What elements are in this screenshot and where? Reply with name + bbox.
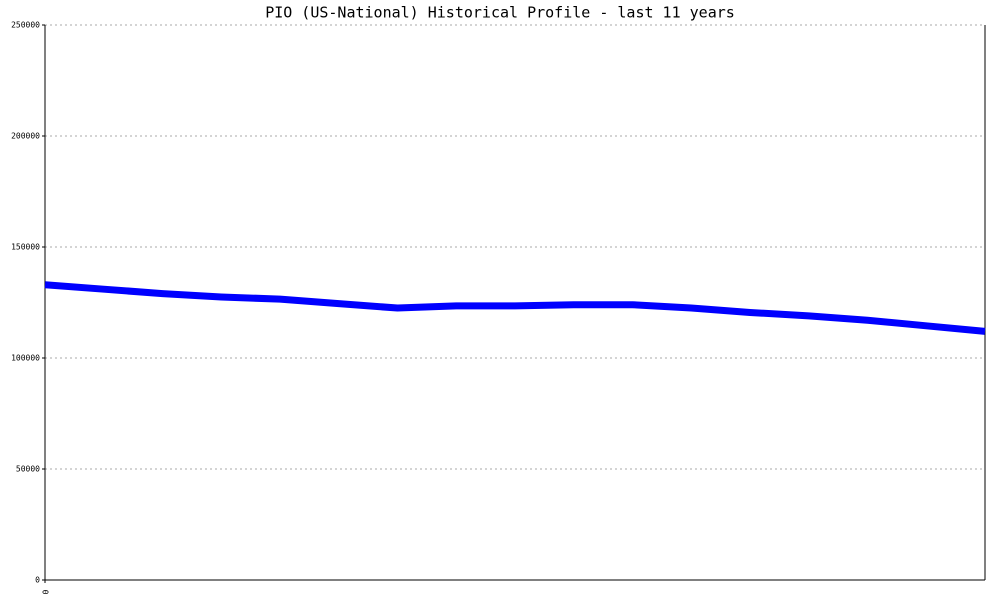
data-line: [44, 281, 986, 335]
y-tick-label: 50000: [16, 465, 40, 474]
y-tick-label: 0: [35, 576, 40, 585]
y-tick-label: 200000: [11, 132, 40, 141]
y-tick-label: 150000: [11, 243, 40, 252]
x-tick-label: 0: [41, 590, 50, 595]
y-tick-label: 250000: [11, 21, 40, 30]
chart-title: PIO (US-National) Historical Profile - l…: [265, 4, 735, 22]
y-tick-label: 100000: [11, 354, 40, 363]
